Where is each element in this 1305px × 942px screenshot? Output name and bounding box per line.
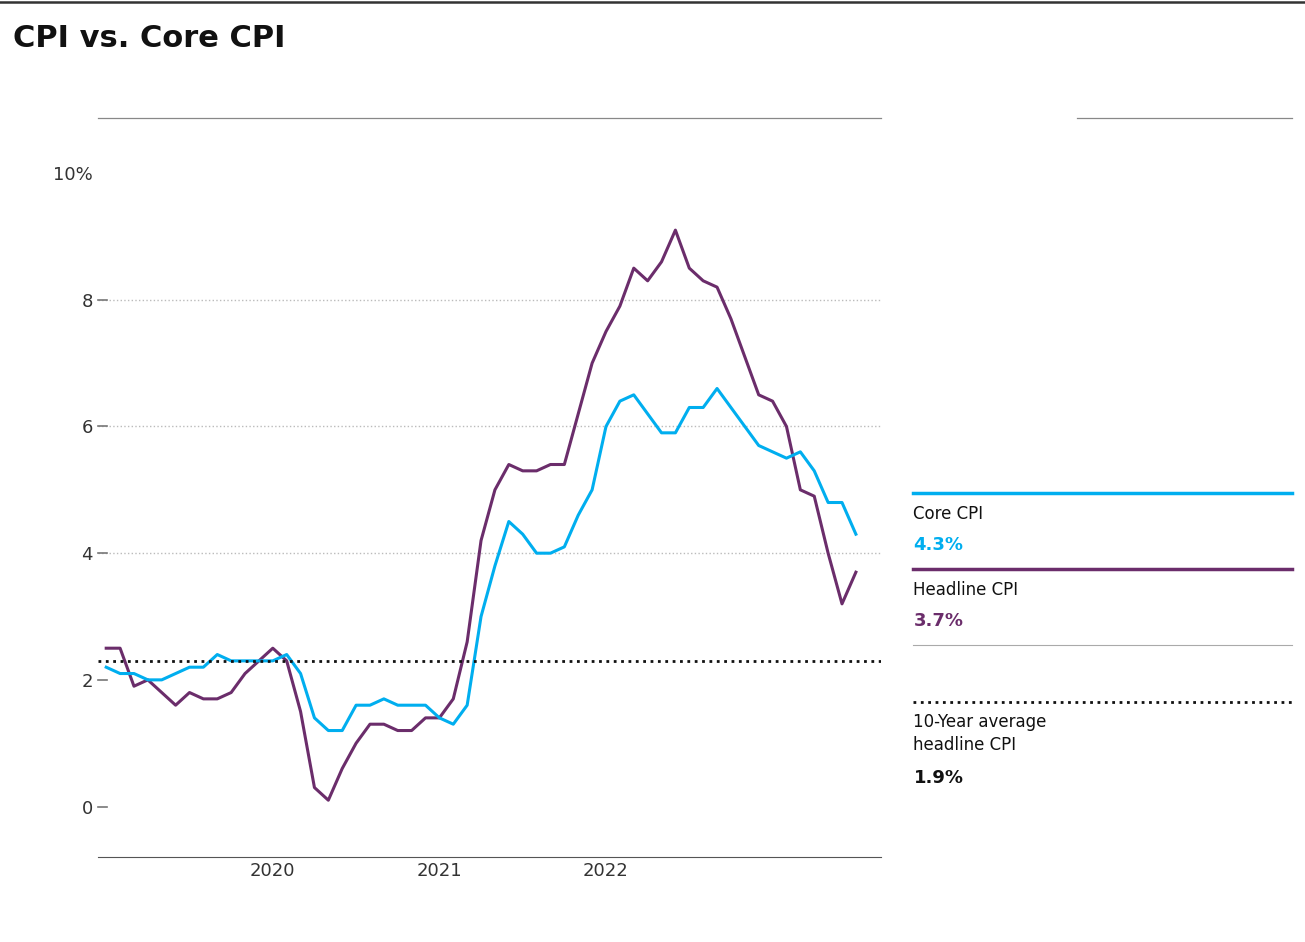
Text: 10-Year average
headline CPI: 10-Year average headline CPI <box>913 713 1047 755</box>
Text: Core CPI: Core CPI <box>913 505 984 523</box>
Text: Headline CPI: Headline CPI <box>913 580 1019 599</box>
Text: CPI vs. Core CPI: CPI vs. Core CPI <box>13 24 286 53</box>
Text: 3.7%: 3.7% <box>913 611 963 630</box>
Text: 1.9%: 1.9% <box>913 770 963 788</box>
Text: 4.3%: 4.3% <box>913 536 963 554</box>
